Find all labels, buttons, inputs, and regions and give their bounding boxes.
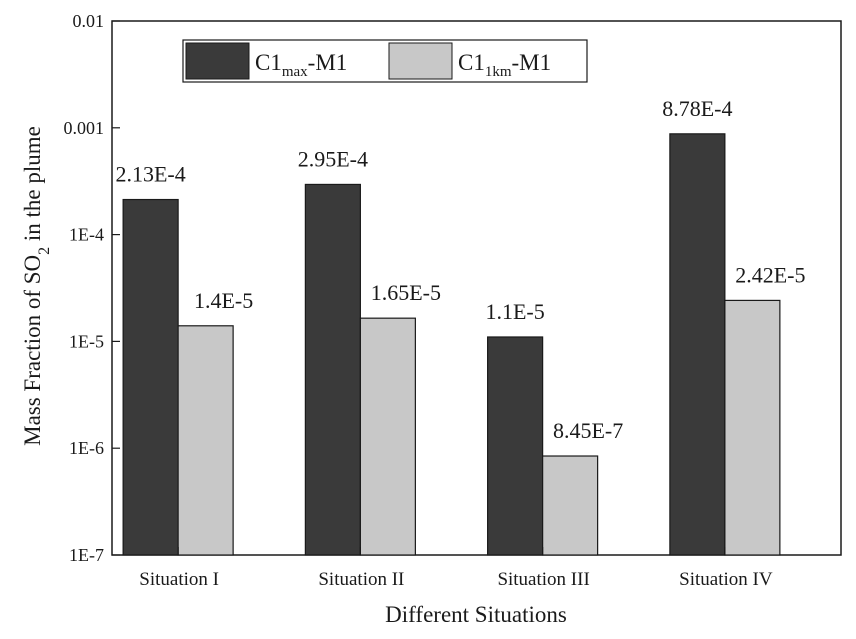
- bar-c1max: [487, 336, 544, 556]
- data-label: 2.13E-4: [115, 162, 185, 187]
- legend-box: [182, 39, 588, 83]
- legend-label-c1max-base: C1: [255, 50, 282, 75]
- legend-label-c11km-sub: 1km: [485, 64, 512, 80]
- y-axis: 0.01 0.001 1E-4 1E-5 1E-6 1E-7: [64, 11, 120, 565]
- y-axis-title-prefix: Mass Fraction of SO: [20, 255, 45, 446]
- legend-label-c1max: C1max-M1: [255, 50, 347, 80]
- data-label: 8.45E-7: [553, 418, 623, 443]
- bar-group: [122, 133, 781, 556]
- legend-label-c1max-suffix: -M1: [308, 50, 348, 75]
- y-axis-title: Mass Fraction of SO2 in the plume: [20, 126, 53, 446]
- bar-c11km: [359, 317, 416, 556]
- legend: C1max-M1 C11km-M1: [182, 39, 588, 83]
- x-axis: Situation I Situation II Situation III Situ…: [139, 547, 773, 590]
- y-axis-title-suffix: in the plume: [20, 126, 45, 247]
- data-labels: 2.13E-4 1.4E-5 2.95E-4 1.65E-5 1.1E-5 8.45E-7…: [115, 96, 805, 443]
- bar-c11km: [724, 299, 781, 556]
- legend-label-c11km: C11km-M1: [458, 50, 551, 80]
- legend-label-c1max-sub: max: [282, 64, 308, 80]
- legend-swatch-c11km: [388, 42, 453, 80]
- legend-label-c11km-base: C1: [458, 50, 485, 75]
- legend-label-c11km-suffix: -M1: [512, 50, 552, 75]
- data-label: 2.95E-4: [298, 146, 368, 171]
- bar-c11km: [542, 455, 599, 556]
- y-axis-title-subscript: 2: [36, 247, 53, 255]
- y-tick-label: 1E-6: [69, 438, 104, 458]
- x-tick-label: Situation II: [318, 569, 404, 590]
- data-label: 1.4E-5: [194, 288, 253, 313]
- y-tick-label: 1E-4: [69, 225, 104, 245]
- bar-c1max: [122, 198, 179, 556]
- legend-swatch-c1max: [185, 42, 250, 80]
- bar-c11km: [177, 325, 234, 556]
- data-label: 2.42E-5: [735, 262, 805, 287]
- plot-area: [111, 20, 842, 556]
- data-label: 8.78E-4: [662, 96, 732, 121]
- y-tick-label: 1E-7: [69, 545, 104, 565]
- x-axis-title: Different Situations: [385, 602, 567, 627]
- y-tick-label: 1E-5: [69, 331, 104, 351]
- bar-c1max: [669, 133, 726, 556]
- x-tick-label: Situation III: [497, 569, 589, 590]
- data-label: 1.1E-5: [485, 299, 544, 324]
- bar-c1max: [304, 183, 361, 556]
- y-tick-label: 0.01: [73, 11, 105, 31]
- x-tick-label: Situation I: [139, 569, 219, 590]
- y-tick-label: 0.001: [64, 118, 105, 138]
- data-label: 1.65E-5: [371, 280, 441, 305]
- x-tick-label: Situation IV: [679, 569, 773, 590]
